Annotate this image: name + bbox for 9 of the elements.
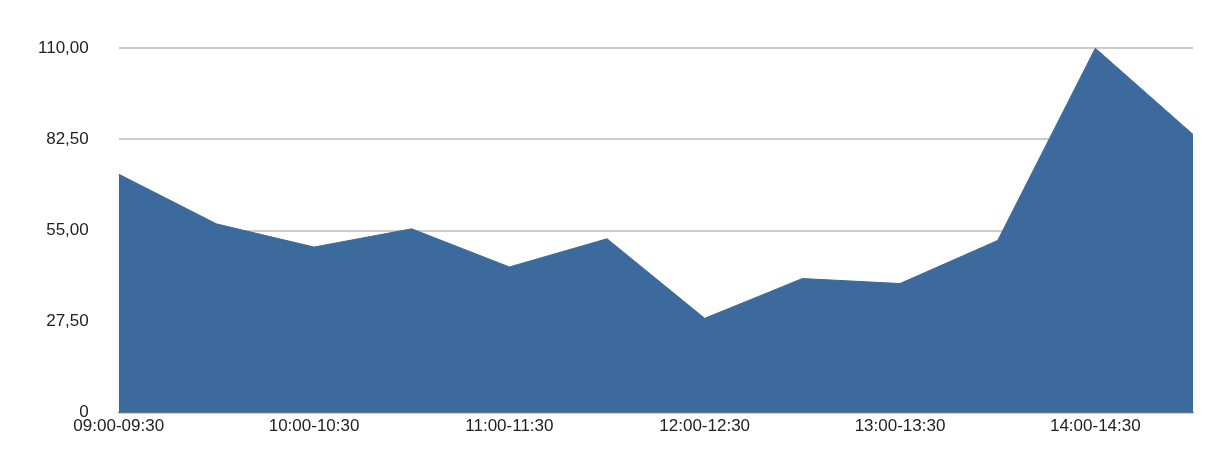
x-tick-label: 10:00-10:30 (268, 415, 360, 435)
y-tick-label: 82,50 (46, 129, 89, 149)
x-tick-label: 13:00-13:30 (854, 415, 946, 435)
y-tick-label: 110,00 (38, 37, 89, 57)
x-tick-label: 11:00-11:30 (465, 415, 554, 435)
y-tick-label: 27,50 (46, 311, 89, 331)
x-tick-label: 14:00-14:30 (1049, 415, 1141, 435)
x-tick-label: 12:00-12:30 (659, 415, 751, 435)
y-tick-label: 55,00 (46, 220, 89, 240)
